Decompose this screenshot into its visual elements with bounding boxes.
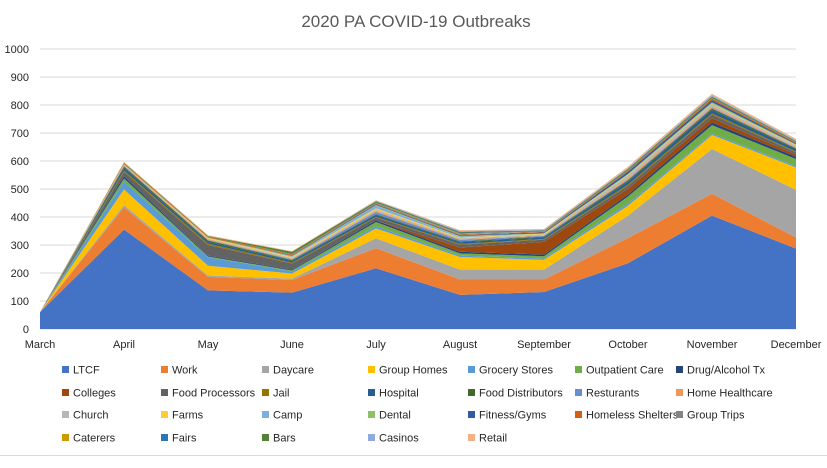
area-series-work — [40, 193, 796, 313]
y-tick-label: 800 — [11, 100, 29, 112]
legend-swatch-caterers — [62, 434, 69, 441]
legend: LTCF Work Daycare Group Homes Grocery Stores… — [62, 365, 773, 445]
legend-label-group-trips: Group Trips — [687, 410, 745, 422]
legend-swatch-homeless-shelters — [575, 411, 582, 418]
y-tick-label: 300 — [11, 240, 29, 252]
legend-swatch-hospital — [368, 389, 375, 396]
y-tick-label: 500 — [11, 184, 29, 196]
legend-swatch-work — [161, 366, 168, 373]
x-tick-label: June — [280, 339, 304, 351]
legend-label-work: Work — [172, 365, 198, 377]
legend-swatch-group-trips — [676, 411, 683, 418]
legend-swatch-dental — [368, 411, 375, 418]
legend-label-dental: Dental — [379, 410, 411, 422]
legend-label-outpatient-care: Outpatient Care — [586, 365, 664, 377]
legend-label-jail: Jail — [273, 388, 290, 400]
x-tick-label: November — [687, 339, 738, 351]
legend-label-hospital: Hospital — [379, 388, 419, 400]
legend-swatch-casinos — [368, 434, 375, 441]
legend-swatch-camp — [262, 411, 269, 418]
y-tick-label: 0 — [23, 324, 29, 336]
legend-swatch-bars — [262, 434, 269, 441]
legend-swatch-home-healthcare — [676, 389, 683, 396]
plot-areas — [40, 93, 796, 329]
area-series-ltcf — [40, 215, 796, 329]
legend-swatch-grocery-stores — [468, 366, 475, 373]
y-tick-label: 200 — [11, 268, 29, 280]
legend-swatch-fitness-gyms — [468, 411, 475, 418]
legend-swatch-farms — [161, 411, 168, 418]
legend-label-grocery-stores: Grocery Stores — [479, 365, 553, 377]
legend-swatch-retail — [468, 434, 475, 441]
x-tick-label: July — [366, 339, 386, 351]
legend-swatch-colleges — [62, 389, 69, 396]
legend-swatch-daycare — [262, 366, 269, 373]
x-tick-label: September — [517, 339, 571, 351]
legend-swatch-group-homes — [368, 366, 375, 373]
area-series-grocery-stores — [40, 133, 796, 313]
legend-label-caterers: Caterers — [73, 433, 116, 445]
legend-label-bars: Bars — [273, 433, 296, 445]
legend-swatch-food-distributors — [468, 389, 475, 396]
legend-swatch-food-processors — [161, 389, 168, 396]
area-series-group-homes — [40, 134, 796, 313]
y-tick-label: 1000 — [5, 44, 29, 56]
legend-swatch-outpatient-care — [575, 366, 582, 373]
y-tick-label: 900 — [11, 72, 29, 84]
legend-label-fitness-gyms: Fitness/Gyms — [479, 410, 547, 422]
legend-label-food-distributors: Food Distributors — [479, 388, 563, 400]
legend-swatch-jail — [262, 389, 269, 396]
legend-label-daycare: Daycare — [273, 365, 314, 377]
legend-label-retail: Retail — [479, 433, 507, 445]
legend-swatch-church — [62, 411, 69, 418]
legend-label-camp: Camp — [273, 410, 302, 422]
legend-label-home-healthcare: Home Healthcare — [687, 388, 773, 400]
legend-label-food-processors: Food Processors — [172, 388, 256, 400]
chart-title: 2020 PA COVID-19 Outbreaks — [301, 12, 530, 31]
legend-label-fairs: Fairs — [172, 433, 197, 445]
legend-label-drug-alcohol-tx: Drug/Alcohol Tx — [687, 365, 766, 377]
x-tick-label: October — [608, 339, 647, 351]
x-tick-label: May — [198, 339, 219, 351]
x-tick-label: April — [113, 339, 135, 351]
legend-label-colleges: Colleges — [73, 388, 116, 400]
spreadsheet-gridline — [0, 455, 827, 468]
y-axis-ticks: 0 100 200 300 400 500 600 700 800 900 1000 — [5, 44, 29, 336]
legend-label-resturants: Resturants — [586, 388, 640, 400]
legend-label-homeless-shelters: Homeless Shelters — [586, 410, 679, 422]
legend-swatch-drug-alcohol-tx — [676, 366, 683, 373]
y-tick-label: 700 — [11, 128, 29, 140]
legend-label-farms: Farms — [172, 410, 204, 422]
area-series-daycare — [40, 148, 796, 313]
x-axis-ticks: March April May June July August September Octo… — [25, 339, 822, 351]
legend-swatch-fairs — [161, 434, 168, 441]
legend-label-group-homes: Group Homes — [379, 365, 448, 377]
x-tick-label: August — [443, 339, 477, 351]
legend-label-casinos: Casinos — [379, 433, 419, 445]
x-tick-label: December — [771, 339, 822, 351]
x-tick-label: March — [25, 339, 56, 351]
legend-swatch-resturants — [575, 389, 582, 396]
legend-label-church: Church — [73, 410, 108, 422]
legend-swatch-ltcf — [62, 366, 69, 373]
legend-label-ltcf: LTCF — [73, 365, 100, 377]
y-tick-label: 100 — [11, 296, 29, 308]
y-tick-label: 600 — [11, 156, 29, 168]
y-tick-label: 400 — [11, 212, 29, 224]
